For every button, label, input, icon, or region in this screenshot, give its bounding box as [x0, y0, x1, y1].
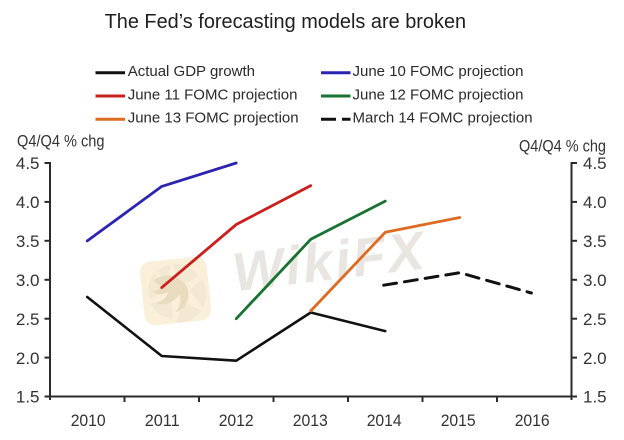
svg-text:Q4/Q4 % chg: Q4/Q4 % chg	[17, 133, 105, 151]
svg-text:Q4/Q4 % chg: Q4/Q4 % chg	[519, 138, 606, 156]
svg-text:3.5: 3.5	[583, 232, 607, 251]
svg-text:June 12 FOMC projection: June 12 FOMC projection	[353, 86, 524, 103]
svg-text:2016: 2016	[515, 411, 550, 430]
svg-text:2010: 2010	[71, 411, 106, 430]
svg-text:March 14 FOMC projection: March 14 FOMC projection	[353, 110, 533, 127]
svg-text:3.5: 3.5	[16, 232, 40, 251]
svg-text:1.5: 1.5	[583, 388, 607, 407]
svg-text:2.5: 2.5	[583, 310, 607, 329]
svg-text:2013: 2013	[293, 411, 328, 430]
svg-text:The Fed’s forecasting models a: The Fed’s forecasting models are broken	[105, 10, 467, 33]
svg-text:4.5: 4.5	[16, 154, 40, 173]
svg-text:1.5: 1.5	[16, 388, 40, 407]
svg-text:2.5: 2.5	[16, 310, 40, 329]
svg-text:June 11 FOMC projection: June 11 FOMC projection	[128, 86, 298, 103]
svg-text:2014: 2014	[367, 411, 402, 430]
svg-text:2012: 2012	[219, 411, 254, 430]
svg-text:2.0: 2.0	[16, 349, 40, 368]
svg-text:3.0: 3.0	[16, 271, 40, 290]
svg-text:2.0: 2.0	[583, 349, 607, 368]
svg-text:3.0: 3.0	[583, 271, 607, 290]
svg-text:4.0: 4.0	[16, 193, 40, 212]
svg-text:June 10 FOMC projection: June 10 FOMC projection	[353, 63, 524, 80]
svg-text:Actual GDP growth: Actual GDP growth	[128, 63, 255, 80]
svg-text:2015: 2015	[441, 411, 476, 430]
svg-text:4.5: 4.5	[583, 154, 607, 173]
svg-text:4.0: 4.0	[583, 193, 607, 212]
svg-text:June 13 FOMC projection: June 13 FOMC projection	[128, 110, 299, 127]
svg-text:2011: 2011	[145, 411, 180, 430]
